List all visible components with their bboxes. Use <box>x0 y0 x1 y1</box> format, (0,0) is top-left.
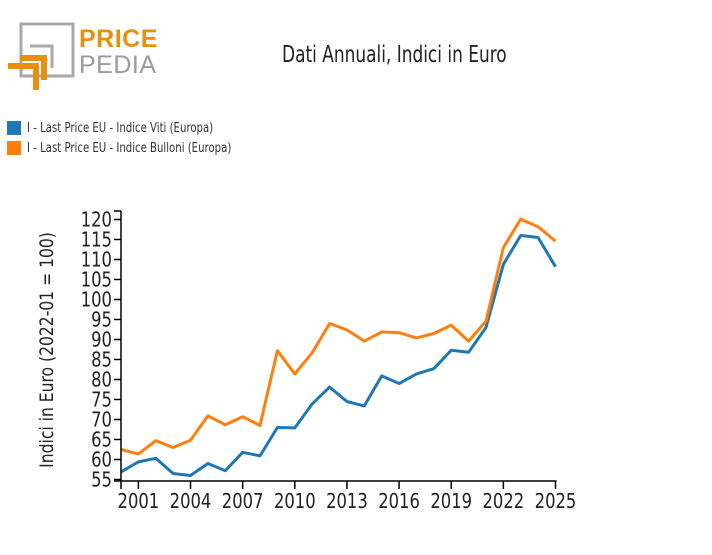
series-layer <box>120 217 557 477</box>
logo-text-price: PRICE <box>79 25 158 53</box>
legend-item-bulloni[interactable]: I - Last Price EU - Indice Bulloni (Euro… <box>7 138 289 158</box>
legend-swatch-viti <box>7 121 21 135</box>
y-tick-label: 70 <box>91 409 112 432</box>
y-tick-label: 75 <box>91 389 112 412</box>
pricepedia-logo: PRICE PEDIA <box>0 0 180 100</box>
x-tick-label: 2016 <box>378 491 420 514</box>
y-axis-title: Indici in Euro (2022-01 = 100) <box>37 232 59 468</box>
logo-text-pedia: PEDIA <box>79 51 157 79</box>
y-tick-label: 85 <box>91 349 112 372</box>
series-line-1 <box>120 217 557 456</box>
x-tick-label: 2025 <box>535 491 577 514</box>
y-tick-label: 80 <box>91 369 112 392</box>
legend-label-viti: I - Last Price EU - Indice Viti (Europa) <box>27 120 214 136</box>
y-tick-label: 55 <box>91 469 112 492</box>
y-tick-label: 110 <box>81 249 112 272</box>
y-tick-label: 115 <box>81 229 112 252</box>
y-tick-label: 65 <box>91 429 112 452</box>
y-tick-label: 105 <box>81 269 112 292</box>
series-line-0 <box>120 234 557 477</box>
x-tick-label: 2019 <box>430 491 472 514</box>
x-tick-label: 2022 <box>483 491 525 514</box>
y-tick-label: 95 <box>91 309 112 332</box>
logo-mark-icon <box>8 22 75 90</box>
x-tick-label: 2001 <box>118 491 160 514</box>
y-tick-label: 100 <box>81 289 112 312</box>
legend-swatch-bulloni <box>7 141 21 155</box>
legend-item-viti[interactable]: I - Last Price EU - Indice Viti (Europa) <box>7 118 289 138</box>
chart-title: Dati Annuali, Indici in Euro <box>282 42 507 68</box>
x-tick-label: 2004 <box>170 491 212 514</box>
x-tick-label: 2010 <box>274 491 316 514</box>
legend: I - Last Price EU - Indice Viti (Europa)… <box>7 118 289 158</box>
y-tick-label: 90 <box>91 329 112 352</box>
x-tick-label: 2007 <box>222 491 264 514</box>
y-tick-label: 60 <box>91 449 112 472</box>
y-tick-label: 120 <box>81 209 112 232</box>
x-tick-label: 2013 <box>326 491 368 514</box>
legend-label-bulloni: I - Last Price EU - Indice Bulloni (Euro… <box>27 140 232 156</box>
